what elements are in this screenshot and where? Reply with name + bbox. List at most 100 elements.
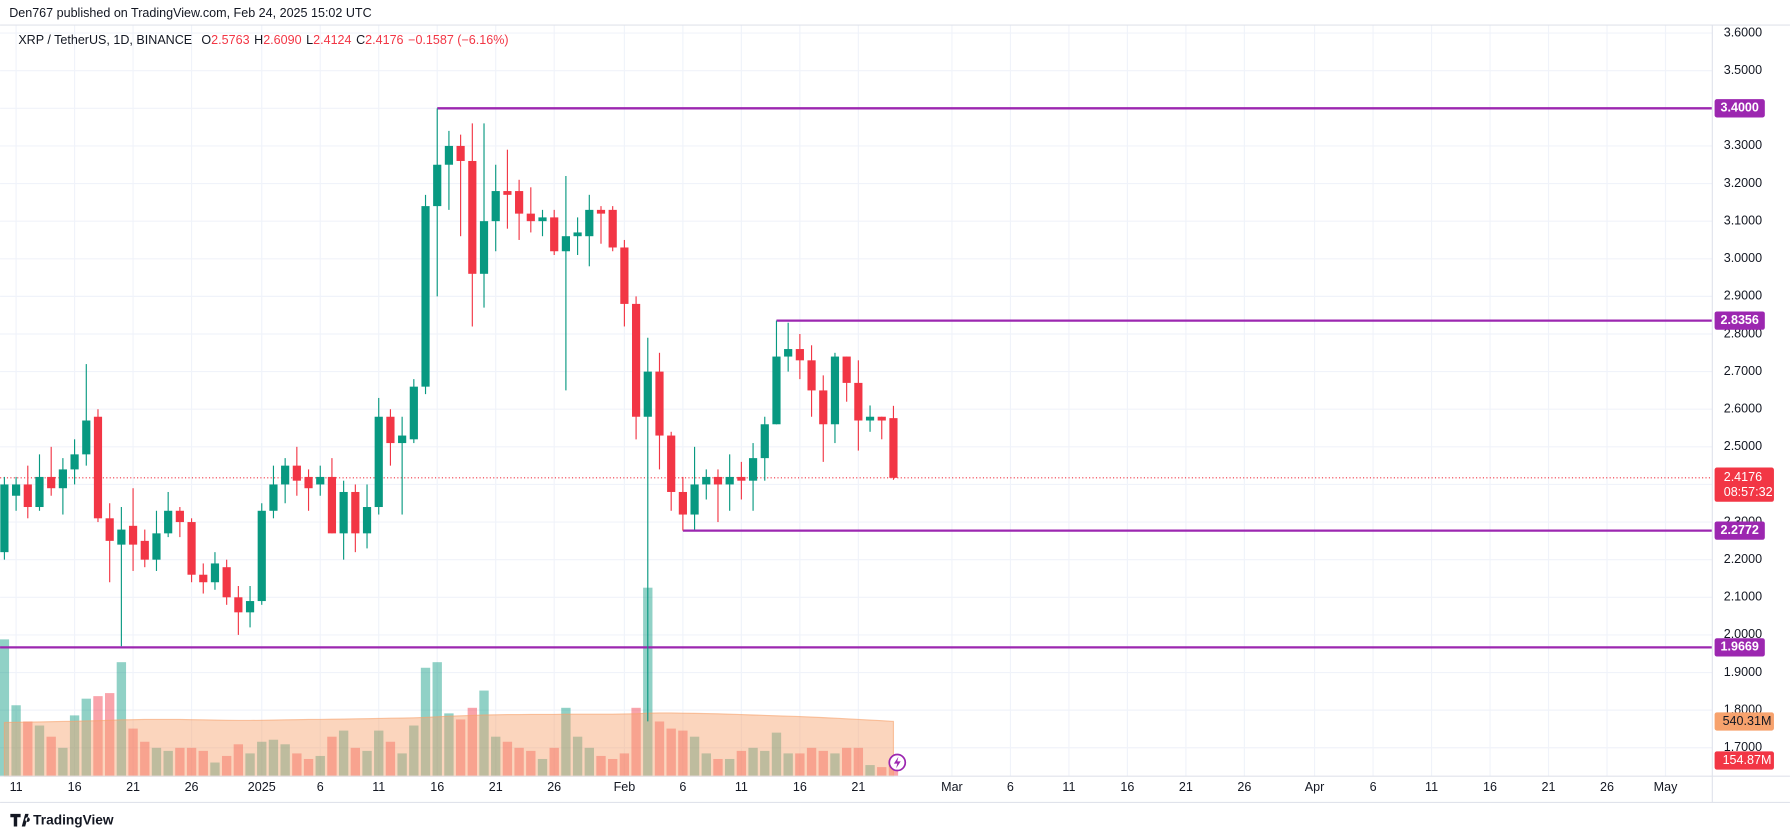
volume-bar: [491, 736, 501, 777]
level-label: 1.9669: [1721, 640, 1759, 654]
volume-bar: [233, 744, 244, 777]
volume-bar: [713, 758, 723, 777]
candle-body: [608, 209, 617, 248]
volume-bar: [537, 758, 548, 777]
x-tick-label: 11: [1062, 780, 1075, 794]
volume-bar: [795, 753, 805, 777]
volume-bar: [549, 747, 559, 777]
volume-bar: [841, 747, 852, 777]
level-label: 2.2772: [1721, 523, 1759, 537]
volume-bar: [0, 639, 10, 777]
volume-bar: [11, 705, 21, 777]
candle-body: [93, 416, 103, 519]
candle-body: [164, 510, 173, 534]
candle-body: [643, 371, 652, 417]
volume-bar: [572, 736, 583, 777]
y-tick-label: 2.1000: [1724, 590, 1762, 604]
candle-body: [491, 191, 500, 222]
candle-body: [269, 484, 278, 511]
volume-bar: [140, 741, 150, 777]
volume-bar: [853, 747, 864, 777]
candle-body: [117, 529, 126, 545]
volume-bar: [350, 747, 361, 777]
candle-body: [257, 510, 266, 602]
footer-logo: TradingView: [10, 812, 114, 827]
x-tick-label: 26: [1600, 780, 1614, 794]
ohlc-value: 2.6090: [263, 33, 301, 47]
volume-bar: [865, 765, 875, 777]
volume-bar: [502, 741, 513, 777]
ohlc-key: L: [306, 33, 313, 47]
ohlc-value: 2.4124: [313, 33, 351, 47]
candle-body: [374, 416, 383, 508]
candle-body: [690, 484, 699, 515]
candle-body: [281, 465, 290, 485]
y-tick-label: 2.9000: [1724, 289, 1762, 303]
candle-body: [175, 510, 184, 523]
volume-bar: [338, 730, 349, 777]
volume-bar: [654, 721, 665, 777]
y-tick-label: 2.0000: [1724, 627, 1762, 641]
volume-bar: [385, 741, 396, 777]
x-tick-label: 6: [1007, 780, 1014, 794]
candle-body: [152, 533, 161, 560]
volume-bar: [479, 690, 489, 777]
y-tick-label: 2.6000: [1724, 402, 1762, 416]
x-tick-label: Mar: [941, 780, 963, 794]
candle-body: [140, 540, 149, 560]
volume-bar: [69, 715, 80, 777]
volume-bar: [584, 747, 594, 777]
candle-body: [503, 191, 512, 195]
candle-body: [339, 491, 348, 534]
x-tick-label: 11: [735, 780, 748, 794]
volume-bar: [877, 767, 887, 777]
volume-bar: [374, 730, 384, 777]
candle-body: [234, 597, 243, 613]
x-tick-label: Apr: [1305, 780, 1325, 794]
candle-body: [398, 435, 407, 444]
volume-bar: [561, 707, 571, 777]
volume-bar: [818, 750, 828, 777]
volume-bar: [257, 741, 267, 777]
volume-bar: [444, 713, 454, 777]
volume-bar: [608, 758, 618, 777]
candle-body: [737, 476, 746, 481]
x-tick-label: 2025: [248, 780, 276, 794]
y-tick-label: 3.6000: [1724, 25, 1762, 39]
volume-bar: [397, 753, 407, 777]
volume-bar: [163, 750, 173, 777]
x-tick-label: 26: [185, 780, 199, 794]
level-label-box: [1714, 521, 1765, 540]
x-tick-label: 26: [547, 780, 561, 794]
volume-bar: [128, 728, 138, 777]
candle-body: [128, 525, 138, 545]
x-tick-label: 16: [68, 780, 82, 794]
candle-body: [468, 160, 477, 274]
x-tick-label: May: [1654, 780, 1678, 794]
candle-body: [807, 360, 816, 391]
volume-bar: [292, 753, 302, 777]
candle-body: [515, 191, 524, 214]
candle-body: [210, 563, 220, 583]
volume-bar: [596, 755, 606, 777]
volume-bar: [771, 732, 782, 777]
volume-bar: [514, 747, 524, 777]
candle-body: [0, 484, 9, 553]
change: −0.1587 (−6.16%): [408, 33, 508, 47]
candle-body: [854, 382, 863, 421]
y-tick-label: 2.2000: [1724, 552, 1762, 566]
level-label: 2.8356: [1721, 313, 1759, 327]
x-tick-label: 11: [1425, 780, 1438, 794]
volume-bar: [760, 750, 770, 777]
candle-body: [351, 491, 360, 534]
volume-bar: [245, 753, 255, 777]
candle-body: [865, 416, 875, 421]
y-tick-label: 2.7000: [1724, 364, 1762, 378]
volume-bar: [221, 755, 232, 777]
ohlc-value: 2.5763: [211, 33, 249, 47]
x-tick-label: 6: [1370, 780, 1377, 794]
volume-bar: [666, 728, 676, 777]
footer-text: TradingView: [33, 812, 114, 827]
volume-bar: [467, 707, 477, 777]
